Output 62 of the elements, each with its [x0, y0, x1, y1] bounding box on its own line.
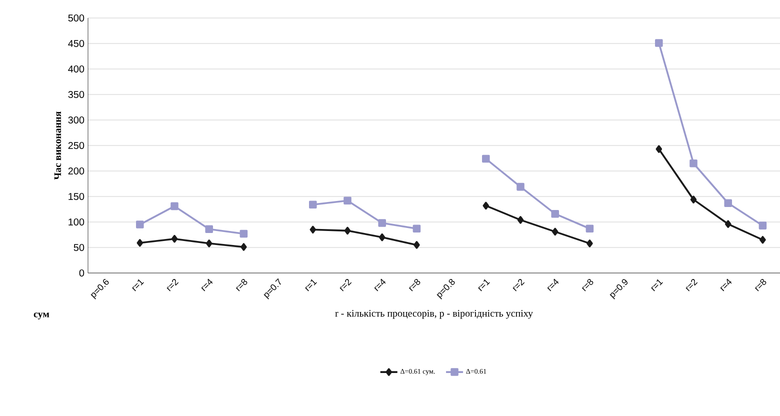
point	[552, 228, 558, 236]
point	[586, 240, 593, 248]
point	[240, 230, 248, 238]
point	[171, 234, 178, 243]
point	[758, 222, 767, 230]
point	[344, 196, 352, 204]
point	[344, 226, 351, 235]
point	[310, 226, 316, 234]
point	[760, 236, 766, 244]
x-tick-label: r=2	[340, 279, 352, 292]
point	[378, 219, 386, 227]
point	[656, 145, 662, 153]
x-axis-title: r - кількість процесорів, p - вірогідність успіху	[335, 310, 533, 319]
point	[136, 220, 144, 228]
y-tick-label: 350	[68, 90, 84, 98]
point	[690, 159, 698, 168]
x-tick-label: r=1	[478, 279, 490, 292]
point	[136, 239, 144, 247]
point	[517, 216, 524, 224]
point	[206, 240, 212, 248]
x-tick-label: r=2	[686, 279, 698, 292]
x-tick-label: r=1	[305, 279, 317, 292]
point	[690, 196, 697, 204]
point	[724, 199, 732, 208]
point	[551, 210, 559, 218]
x-tick-label: r=8	[408, 279, 420, 292]
y-tick-label: 200	[68, 167, 84, 175]
y-tick-label: 300	[68, 116, 84, 124]
point	[724, 220, 732, 228]
point	[412, 224, 421, 233]
x-tick-label: r=1	[651, 279, 663, 292]
x-tick-label: r=8	[754, 279, 766, 292]
y-tick-label: 150	[68, 192, 84, 200]
y-tick-label: 400	[68, 65, 84, 73]
point	[170, 202, 178, 210]
point	[516, 182, 524, 191]
y-axis-title: Час виконання	[54, 112, 62, 180]
x-tick-label: r=4	[547, 278, 559, 292]
point	[655, 39, 663, 47]
x-tick-label: r=2	[166, 279, 179, 292]
y-tick-label: 500	[68, 14, 84, 22]
point	[414, 241, 420, 249]
point	[309, 200, 317, 209]
y-tick-label: 100	[68, 218, 84, 226]
point	[240, 243, 247, 251]
y-tick-label: 50	[74, 244, 84, 252]
x-tick-label: r=1	[132, 279, 144, 292]
x-tick-label: r=4	[374, 278, 386, 292]
y-tick-label: 0	[79, 269, 84, 277]
x-tick-label: r=8	[582, 279, 594, 292]
point	[586, 224, 594, 233]
x-tick-label: r=4	[720, 278, 732, 292]
x-tick-label: r=2	[512, 279, 525, 292]
x-tick-label: r=8	[236, 279, 248, 292]
x-tick-label: r=4	[201, 278, 213, 292]
point	[205, 225, 213, 234]
point	[378, 233, 386, 242]
y-tick-label: 250	[68, 142, 84, 150]
point	[482, 154, 490, 163]
y-tick-label: 450	[68, 40, 84, 48]
point	[482, 202, 490, 210]
text: сум	[34, 312, 50, 320]
